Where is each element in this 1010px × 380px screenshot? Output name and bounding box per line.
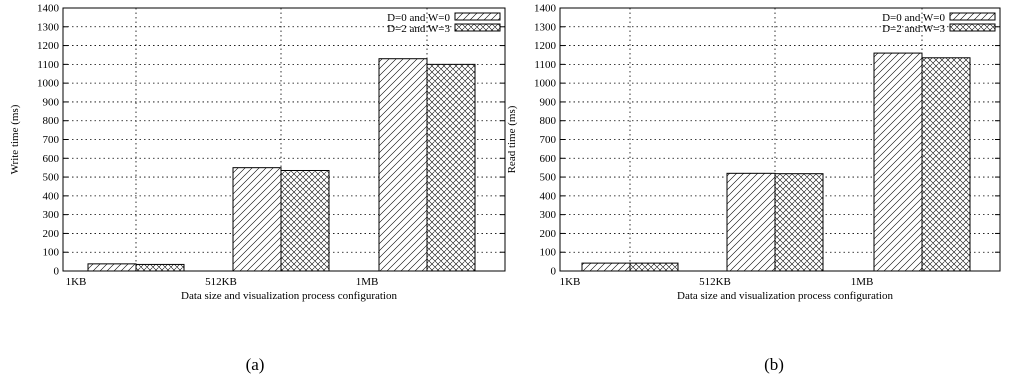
legend-swatch xyxy=(949,12,996,21)
chart-panel-b: 0 100 200 300 400 500 600 700 800 900 1000 1100 1200… xyxy=(506,3,1001,374)
y-tick-label: 600 xyxy=(540,153,557,165)
bar xyxy=(135,263,185,272)
plot-frame xyxy=(559,7,1001,272)
y-tick-label: 800 xyxy=(540,115,557,127)
y-tick-label: 1300 xyxy=(534,21,557,33)
bar xyxy=(726,172,776,272)
panel-caption: (a) xyxy=(246,355,265,374)
bar xyxy=(921,57,971,272)
bar xyxy=(232,167,282,272)
y-tick-label: 900 xyxy=(43,96,60,108)
legend-swatch xyxy=(454,23,501,32)
x-tick-label: 1MB xyxy=(851,276,874,288)
y-tick-label: 1400 xyxy=(37,3,60,15)
x-tick-label: 1KB xyxy=(560,276,581,288)
y-tick-label: 700 xyxy=(540,134,557,146)
y-tick-label: 1100 xyxy=(37,59,59,71)
bar xyxy=(581,262,631,272)
chart-panel-a: 0 100 200 300 400 500 600 700 800 900 1000 1100 1200… xyxy=(9,3,506,374)
y-tick-label: 200 xyxy=(43,228,60,240)
y-tick-label: 200 xyxy=(540,228,557,240)
x-tick-label: 1MB xyxy=(356,276,379,288)
y-tick-label: 1200 xyxy=(534,40,557,52)
y-tick-label: 300 xyxy=(540,209,557,221)
bar xyxy=(378,58,428,272)
bar xyxy=(426,63,476,272)
y-tick-label: 800 xyxy=(43,115,60,127)
y-tick-label: 0 xyxy=(54,266,60,278)
y-tick-label: 400 xyxy=(43,190,60,202)
bar xyxy=(87,263,137,272)
x-axis-label: Data size and visualization process conf… xyxy=(677,290,893,302)
y-axis-label: Read time (ms) xyxy=(506,105,518,173)
bar xyxy=(629,262,679,272)
legend-label: D=2 and W=3 xyxy=(387,23,450,35)
legend-label: D=0 and W=0 xyxy=(882,12,945,24)
y-tick-label: 300 xyxy=(43,209,60,221)
y-tick-label: 100 xyxy=(540,247,557,259)
legend-swatch xyxy=(949,23,996,32)
y-tick-label: 1000 xyxy=(37,78,60,90)
bar xyxy=(873,52,923,272)
x-tick-label: 1KB xyxy=(66,276,87,288)
y-tick-label: 0 xyxy=(551,266,557,278)
bar xyxy=(774,173,824,272)
y-tick-label: 700 xyxy=(43,134,60,146)
panel-caption: (b) xyxy=(764,355,784,374)
y-tick-label: 600 xyxy=(43,153,60,165)
legend-swatch xyxy=(454,12,501,21)
y-axis-label: Write time (ms) xyxy=(9,104,21,174)
y-tick-label: 100 xyxy=(43,247,60,259)
bar xyxy=(280,169,330,272)
x-tick-label: 512KB xyxy=(205,276,237,288)
y-tick-label: 1200 xyxy=(37,40,60,52)
y-tick-label: 1300 xyxy=(37,21,60,33)
legend-label: D=0 and W=0 xyxy=(387,12,450,24)
y-tick-label: 1400 xyxy=(534,3,557,15)
y-tick-label: 1000 xyxy=(534,78,557,90)
y-tick-label: 400 xyxy=(540,190,557,202)
x-tick-label: 512KB xyxy=(699,276,731,288)
x-axis-label: Data size and visualization process conf… xyxy=(181,290,397,302)
y-tick-label: 1100 xyxy=(534,59,556,71)
y-tick-label: 900 xyxy=(540,96,557,108)
y-tick-label: 500 xyxy=(540,172,557,184)
legend-label: D=2 and W=3 xyxy=(882,23,945,35)
plot-frame xyxy=(62,7,506,272)
y-tick-label: 500 xyxy=(43,172,60,184)
